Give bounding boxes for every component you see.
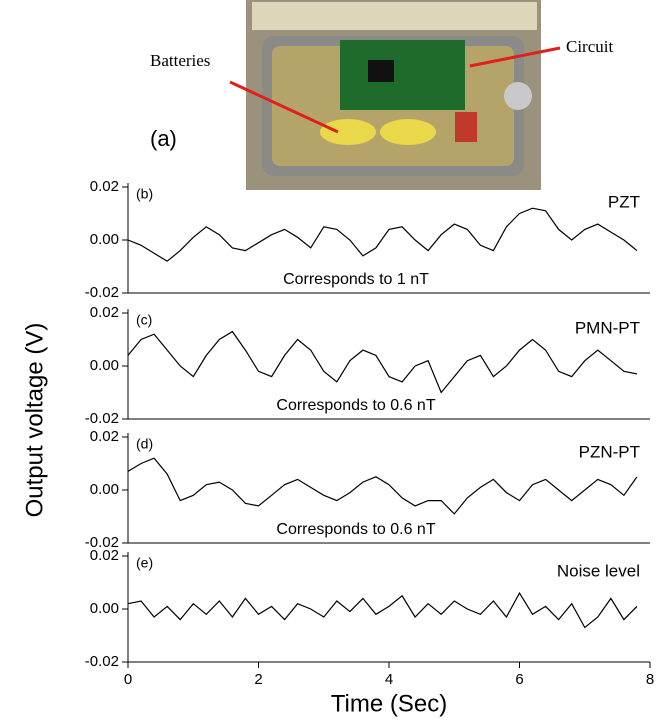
y-tick-label: 0.00	[90, 481, 119, 498]
photo: Batteries Circuit (a)	[150, 0, 613, 190]
y-tick-label: -0.02	[85, 534, 119, 551]
x-tick-label: 6	[515, 671, 523, 688]
y-axis-title: Output voltage (V)	[21, 323, 48, 518]
y-tick-label: 0.00	[90, 600, 119, 617]
circuit-label: Circuit	[566, 37, 613, 56]
x-tick-label: 4	[385, 671, 393, 688]
annotation: Corresponds to 1 nT	[283, 271, 429, 288]
panel-label: (a)	[150, 126, 177, 151]
panel-label: (d)	[136, 436, 153, 452]
legend-label: PZT	[608, 192, 640, 211]
x-axis-title: Time (Sec)	[331, 690, 447, 717]
series-line	[127, 457, 638, 515]
panel-label: (e)	[136, 555, 153, 571]
series-line	[127, 207, 638, 262]
panel-label: (b)	[136, 186, 153, 202]
switch	[455, 112, 477, 142]
y-tick-label: -0.02	[85, 410, 119, 427]
ruler	[252, 2, 537, 30]
arrow	[229, 80, 339, 134]
y-tick-label: 0.02	[90, 547, 119, 564]
panel-label: (c)	[136, 312, 152, 328]
y-tick-label: 0.00	[90, 357, 119, 374]
series-line	[127, 330, 638, 394]
y-tick-label: 0.02	[90, 178, 119, 195]
y-tick-label: -0.02	[85, 653, 119, 670]
series-line	[127, 591, 638, 629]
y-tick-label: -0.02	[85, 284, 119, 301]
battery	[380, 119, 436, 145]
x-tick-label: 8	[646, 671, 654, 688]
y-tick-label: 0.02	[90, 304, 119, 321]
y-tick-label: 0.02	[90, 428, 119, 445]
legend-label: Noise level	[557, 561, 640, 580]
circuit-board	[340, 40, 465, 110]
batteries-label: Batteries	[150, 51, 210, 70]
annotation: Corresponds to 0.6 nT	[276, 521, 435, 538]
arrow	[469, 46, 561, 68]
connector	[504, 82, 532, 110]
legend-label: PMN-PT	[575, 318, 640, 337]
y-tick-label: 0.00	[90, 231, 119, 248]
annotation: Corresponds to 0.6 nT	[276, 397, 435, 414]
x-tick-label: 0	[124, 671, 132, 688]
chip	[368, 60, 394, 82]
legend-label: PZN-PT	[579, 442, 640, 461]
x-tick-label: 2	[254, 671, 262, 688]
battery	[320, 119, 376, 145]
